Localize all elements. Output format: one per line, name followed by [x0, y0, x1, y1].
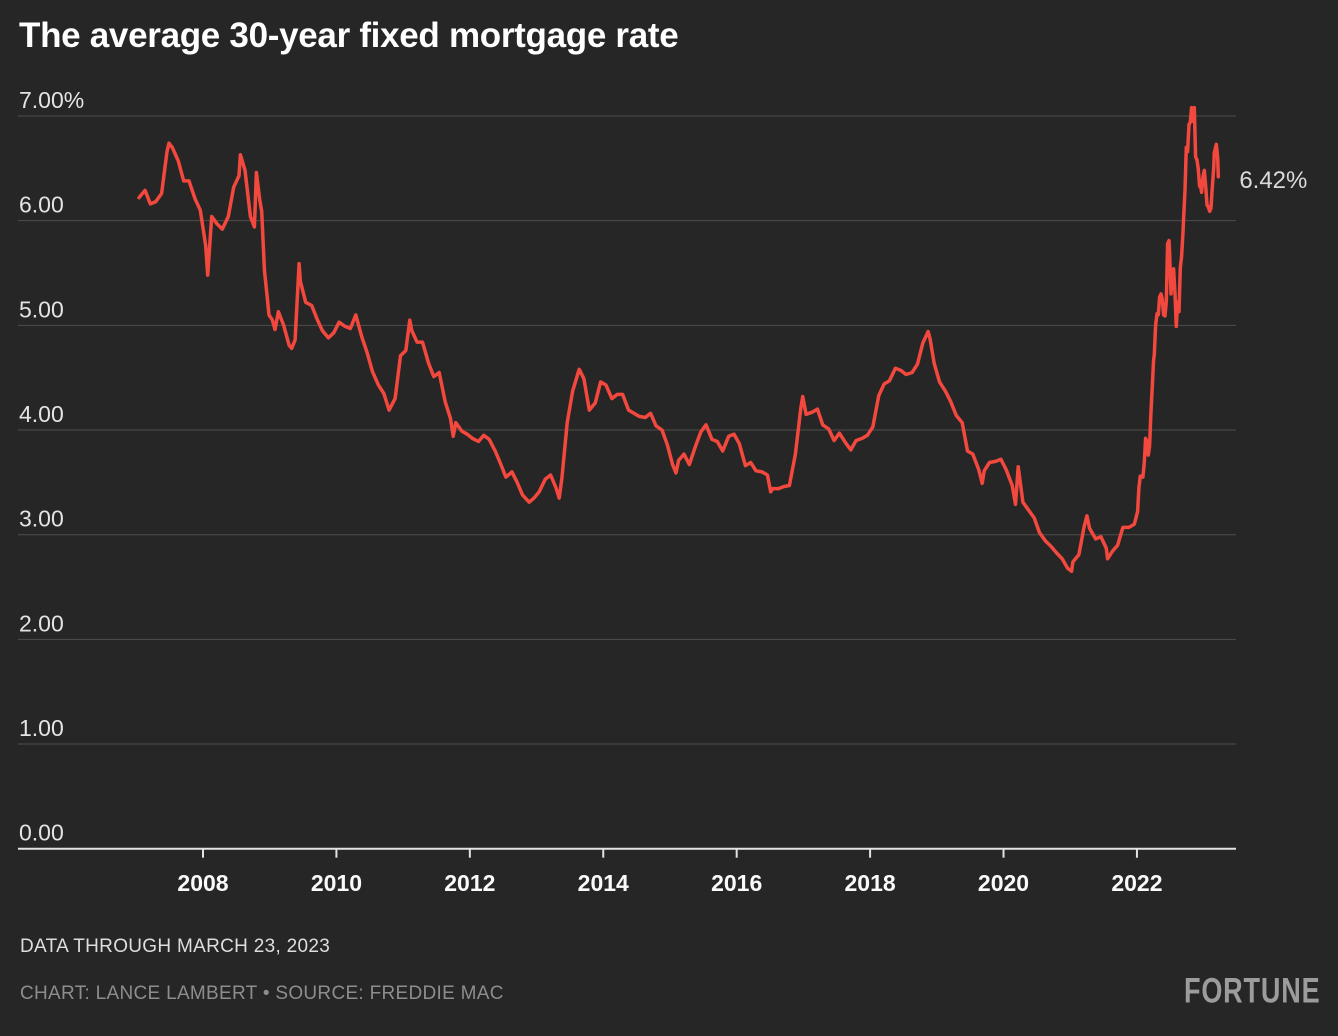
fortune-logo: FORTUNE — [1183, 970, 1320, 1011]
y-tick-label: 5.00 — [19, 296, 64, 322]
chart-title: The average 30-year fixed mortgage rate — [19, 16, 679, 55]
y-tick-label: 7.00% — [19, 87, 84, 113]
data-through-note: DATA THROUGH MARCH 23, 2023 — [20, 936, 331, 957]
y-tick-label: 0.00 — [19, 820, 64, 846]
y-tick-label: 1.00 — [19, 715, 64, 741]
x-tick-label: 2016 — [711, 870, 762, 896]
y-tick-label: 3.00 — [19, 506, 64, 532]
x-tick-label: 2018 — [845, 870, 896, 896]
x-tick-label: 2008 — [177, 870, 228, 896]
chart-source-credit: CHART: LANCE LAMBERT • SOURCE: FREDDIE M… — [20, 983, 504, 1004]
y-tick-label: 4.00 — [19, 401, 64, 427]
x-tick-label: 2014 — [578, 870, 629, 896]
y-tick-label: 6.00 — [19, 192, 64, 218]
y-tick-label: 2.00 — [19, 610, 64, 636]
x-tick-label: 2020 — [978, 870, 1029, 896]
x-tick-label: 2012 — [444, 870, 495, 896]
x-tick-label: 2022 — [1111, 870, 1162, 896]
x-tick-label: 2010 — [311, 870, 362, 896]
mortgage-rate-line — [137, 105, 1221, 574]
latest-value-label: 6.42% — [1239, 166, 1308, 194]
